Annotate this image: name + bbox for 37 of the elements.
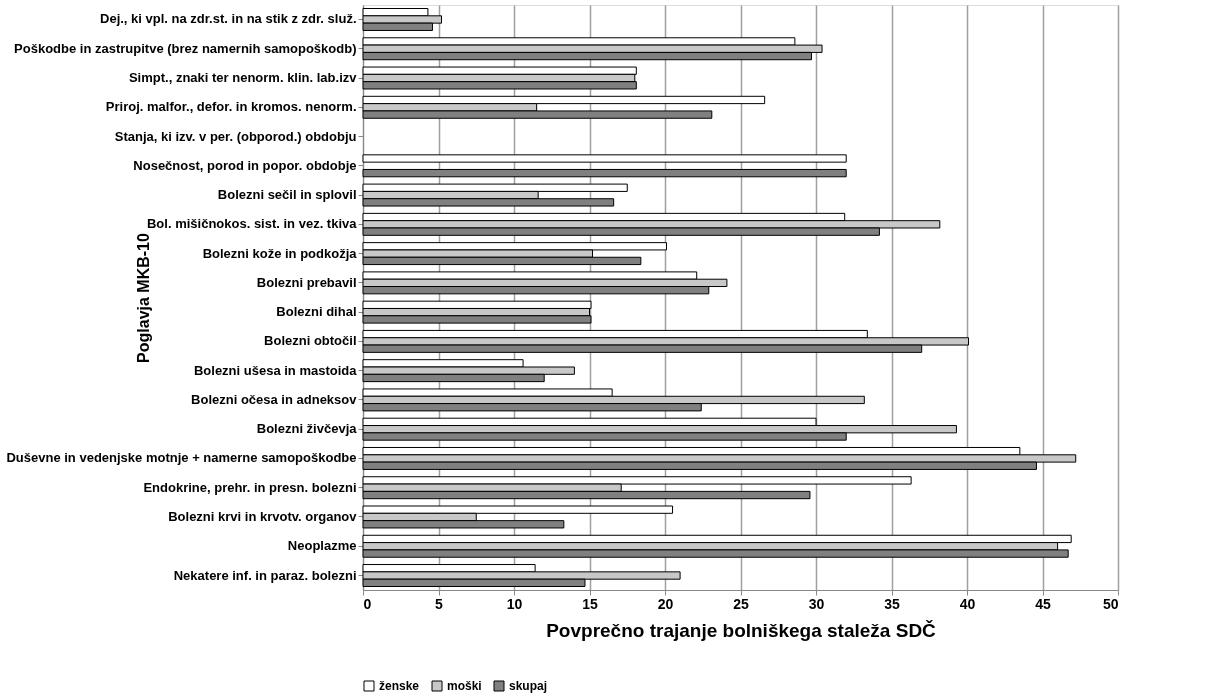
x-tick-label: 30 — [808, 595, 825, 612]
y-tick-label: Neoplazme — [287, 538, 357, 554]
x-tick-label: 5 — [435, 595, 444, 612]
y-tick-label: Bolezni obtočil — [264, 333, 357, 349]
y-tick-label: Endokrine, prehr. in presn. bolezni — [143, 479, 357, 495]
y-axis-title: Poglavja MKB-10 — [134, 232, 152, 363]
y-tick-label: Bolezni živčevja — [256, 421, 358, 437]
y-tick-label: Bolezni prebavil — [256, 274, 357, 290]
y-tick-label: Poškodbe in zastrupitve (brez namernih samopoškodb) — [14, 40, 357, 56]
x-tick-label: 50 — [1102, 595, 1119, 612]
y-tick-label: Bolezni kože in podkožja — [202, 245, 358, 261]
y-tick-label: Simpt., znaki ter nenorm. klin. lab.izv — [128, 70, 358, 86]
y-tick-label: Bolezni sečil in splovil — [217, 187, 357, 203]
y-tick-label: Dej., ki vpl. na zdr.st. in na stik z zdr. služ. — [100, 11, 357, 27]
y-tick-label: Bolezni očesa in adneksov — [191, 391, 358, 407]
y-tick-label: Duševne in vedenjske motnje + namerne samopoškodbe — [6, 450, 357, 466]
x-tick-label: 20 — [657, 595, 674, 612]
x-tick-label: 45 — [1035, 595, 1051, 612]
x-tick-label: 35 — [884, 595, 900, 612]
y-tick-label: Nekatere inf. in paraz. bolezni — [173, 567, 357, 583]
y-tick-label: Bolezni dihal — [276, 304, 357, 320]
y-tick-label: Bol. mišičnokos. sist. in vez. tkiva — [146, 216, 358, 232]
x-tick-label: 0 — [363, 595, 372, 612]
y-tick-label: Bolezni krvi in krvotv. organov — [168, 508, 358, 524]
legend-label: skupaj — [509, 679, 548, 693]
x-tick-label: 25 — [733, 595, 749, 612]
x-tick-label: 10 — [506, 595, 523, 612]
legend-label: ženske — [379, 679, 420, 693]
y-tick-label: Nosečnost, porod in popor. obdobje — [133, 157, 357, 173]
x-axis-title: Povprečno trajanje bolniškega staleža SDČ — [546, 619, 937, 641]
bar — [362, 154, 847, 163]
y-tick-label: Priroj. malfor., defor. in kromos. nenorm. — [105, 99, 357, 115]
x-tick-label: 15 — [582, 595, 598, 612]
y-tick-label: Stanja, ki izv. v per. (obporod.) obdobju — [114, 128, 357, 144]
x-tick-label: 40 — [959, 595, 976, 612]
legend-label: moški — [447, 679, 482, 693]
y-tick-label: Bolezni ušesa in mastoida — [193, 362, 358, 378]
